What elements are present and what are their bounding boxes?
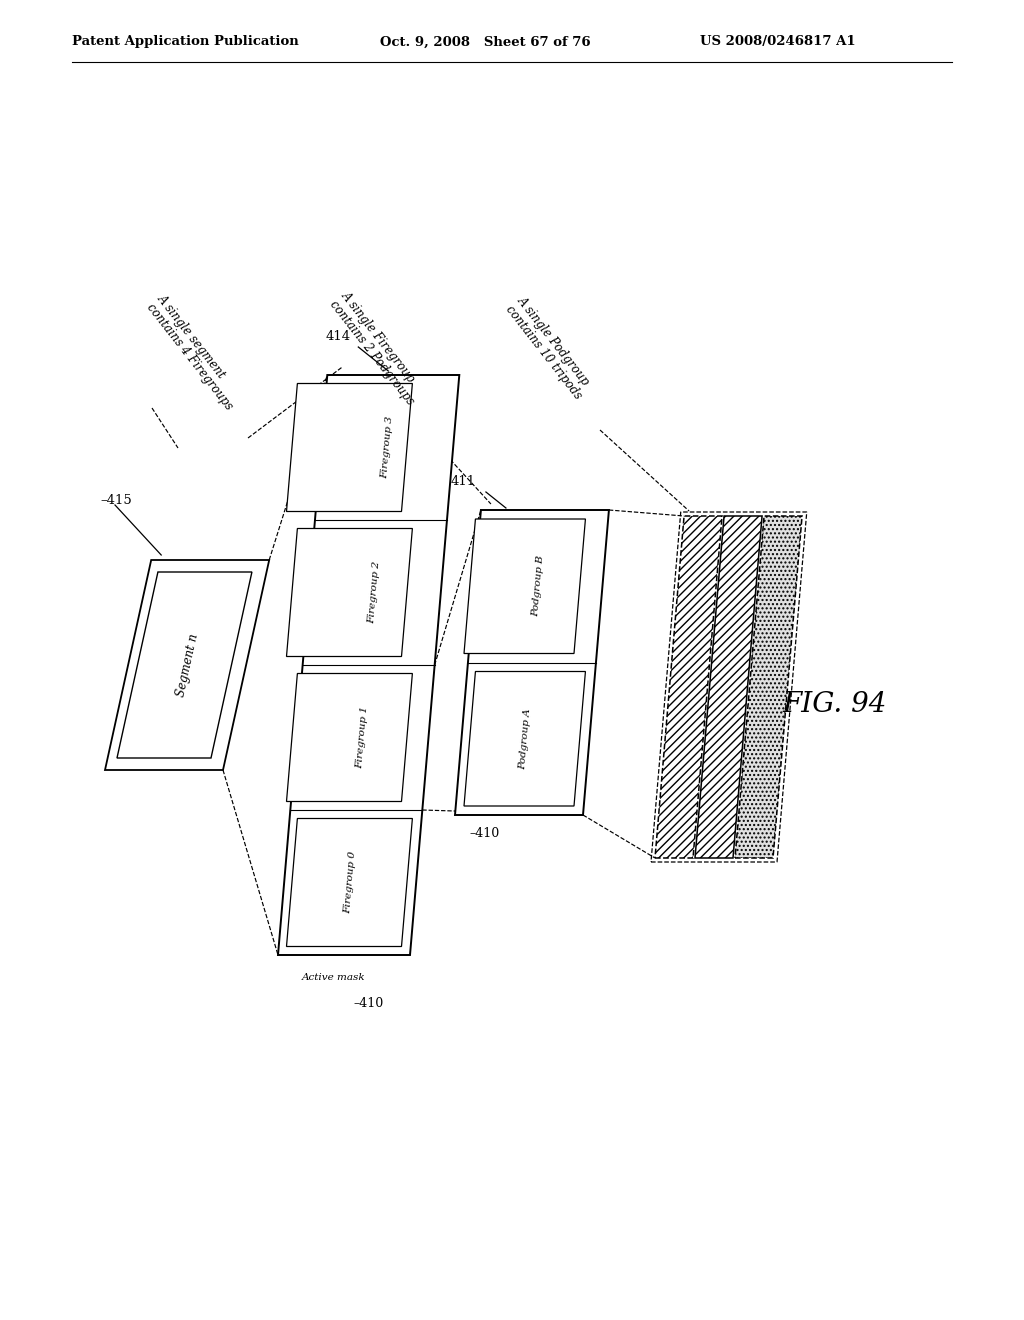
Text: A single Podgroup
contains 10 tripods: A single Podgroup contains 10 tripods <box>504 294 597 403</box>
Text: A single Firegroup
contains 2 Podgroups: A single Firegroup contains 2 Podgroups <box>328 289 429 408</box>
Text: 411: 411 <box>451 475 476 488</box>
Text: Firegroup 1: Firegroup 1 <box>355 706 370 770</box>
Polygon shape <box>287 818 413 946</box>
Text: Firegroup 3: Firegroup 3 <box>380 416 394 479</box>
Text: FIG. 94: FIG. 94 <box>782 692 887 718</box>
Text: Patent Application Publication: Patent Application Publication <box>72 36 299 49</box>
Text: Podgroup A: Podgroup A <box>518 708 532 770</box>
Text: Active mask: Active mask <box>302 973 366 982</box>
Text: US 2008/0246817 A1: US 2008/0246817 A1 <box>700 36 856 49</box>
Polygon shape <box>464 519 586 653</box>
Polygon shape <box>287 528 413 656</box>
Polygon shape <box>278 375 460 954</box>
Text: Podgroup B: Podgroup B <box>531 556 546 618</box>
Polygon shape <box>117 572 252 758</box>
Text: Firegroup 2: Firegroup 2 <box>368 561 382 624</box>
Text: Firegroup 0: Firegroup 0 <box>343 851 357 915</box>
Polygon shape <box>735 516 802 858</box>
Polygon shape <box>105 560 269 770</box>
Polygon shape <box>655 516 722 858</box>
Polygon shape <box>287 384 413 511</box>
Polygon shape <box>455 510 609 814</box>
Polygon shape <box>287 673 413 801</box>
Polygon shape <box>464 672 586 807</box>
Text: A single segment
contains 4 Firegroups: A single segment contains 4 Firegroups <box>143 292 247 412</box>
Text: –410: –410 <box>470 828 500 840</box>
Text: –410: –410 <box>354 997 384 1010</box>
Text: Oct. 9, 2008   Sheet 67 of 76: Oct. 9, 2008 Sheet 67 of 76 <box>380 36 591 49</box>
Text: Segment n: Segment n <box>174 632 201 698</box>
Text: 414: 414 <box>326 330 351 343</box>
Polygon shape <box>695 516 762 858</box>
Text: –415: –415 <box>100 494 132 507</box>
